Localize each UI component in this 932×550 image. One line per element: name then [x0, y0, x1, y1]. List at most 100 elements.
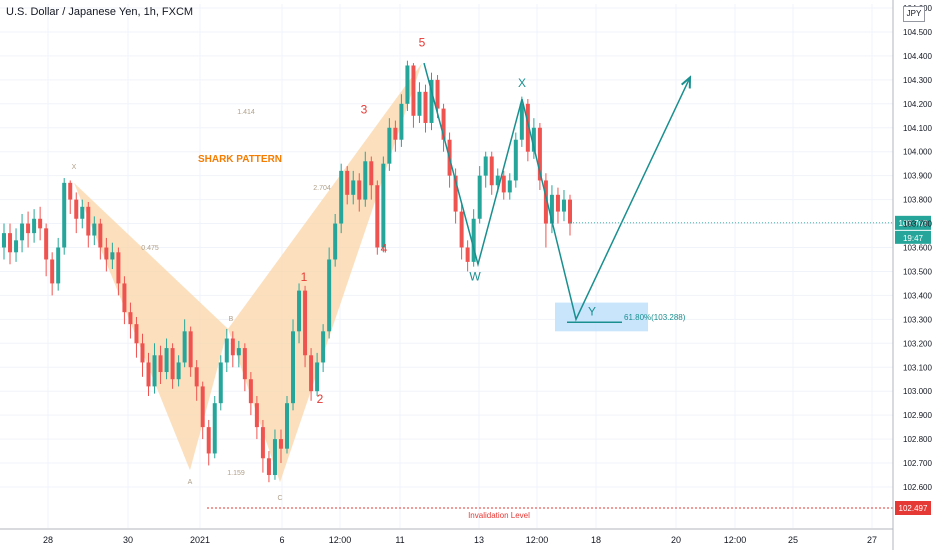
candle-body — [14, 240, 19, 253]
candle-body — [188, 331, 193, 368]
invalidation-price-badge — [895, 501, 931, 515]
candle-body — [537, 127, 542, 181]
x-tick-label: 13 — [474, 535, 484, 545]
candle-body — [327, 259, 332, 332]
candle-body — [50, 259, 55, 284]
candle-body — [266, 458, 271, 476]
x-tick-label: 30 — [123, 535, 133, 545]
y-tick-label: 103.800 — [903, 196, 932, 205]
x-tick-label: 12:00 — [329, 535, 352, 545]
candle-body — [309, 355, 314, 392]
candle-body — [86, 206, 91, 236]
candle-body — [549, 194, 554, 224]
y-tick-label: 103.600 — [903, 244, 932, 253]
pattern-ratio-label: 0.475 — [141, 245, 159, 252]
candle-body — [158, 355, 163, 373]
candle-body — [98, 223, 103, 248]
y-tick-label: 102.700 — [903, 459, 932, 468]
candle-body — [230, 338, 235, 356]
y-tick-label: 103.200 — [903, 339, 932, 348]
candle-body — [561, 199, 566, 212]
y-tick-label: 103.100 — [903, 363, 932, 372]
candle-body — [44, 228, 49, 260]
wave-label-5: 5 — [419, 35, 426, 49]
candle-body — [26, 223, 31, 234]
candle-body — [128, 312, 133, 325]
candle-body — [568, 199, 572, 224]
y-tick-label: 103.000 — [903, 387, 932, 396]
candle-body — [254, 403, 259, 428]
candle-body — [387, 127, 392, 164]
candle-body — [176, 362, 181, 380]
candle-body — [513, 139, 518, 181]
candle-body — [495, 175, 500, 186]
candle-body — [435, 79, 440, 109]
candle-body — [369, 161, 374, 186]
fib-level-label: 61.80%(103.288) — [624, 313, 686, 322]
projection-label-X: X — [518, 76, 526, 90]
candle-body — [146, 362, 151, 387]
y-tick-label: 103.700 — [903, 220, 932, 229]
candle-body — [74, 199, 79, 219]
invalidation-price-text: 102.497 — [899, 504, 928, 513]
candle-body — [393, 127, 398, 140]
x-tick-label: 27 — [867, 535, 877, 545]
candle-body — [140, 343, 145, 363]
symbol-title: U.S. Dollar / Japanese Yen, 1h, FXCM — [6, 6, 194, 18]
candle-body — [519, 103, 524, 140]
candle-body — [32, 218, 37, 234]
candle-body — [8, 233, 13, 253]
countdown-badge — [895, 230, 931, 244]
candle-body — [411, 65, 416, 116]
candle-body — [224, 338, 229, 363]
candle-body — [218, 362, 223, 404]
candle-body — [471, 218, 476, 262]
projection-path — [423, 62, 691, 322]
projection-label-Y: Y — [588, 304, 596, 318]
candle-body — [272, 439, 277, 476]
candle-body — [339, 170, 344, 224]
y-tick-label: 104.300 — [903, 76, 932, 85]
invalidation-label: Invalidation Level — [468, 511, 530, 520]
candle-body — [285, 403, 289, 449]
candle-body — [170, 348, 175, 380]
candle-body — [525, 103, 530, 152]
candle-body — [501, 175, 506, 193]
candle-body — [278, 439, 283, 449]
candle-body — [357, 180, 362, 200]
y-tick-label: 104.000 — [903, 148, 932, 157]
candle-body — [477, 175, 482, 219]
candle-body — [417, 91, 422, 116]
candle-body — [242, 348, 247, 380]
candle-body — [315, 362, 320, 392]
wave-label-4: 4 — [381, 241, 388, 255]
pattern-point-label: B — [229, 316, 234, 323]
candle-body — [459, 211, 464, 248]
candle-body — [465, 247, 470, 262]
y-tick-label: 103.300 — [903, 315, 932, 324]
pattern-point-label: A — [188, 479, 193, 486]
y-tick-label: 104.200 — [903, 100, 932, 109]
x-tick-label: 6 — [279, 535, 284, 545]
candle-body — [531, 127, 536, 152]
projection-label-W: W — [469, 269, 481, 283]
candle-body — [423, 91, 428, 123]
x-tick-label: 11 — [395, 535, 404, 545]
candle-body — [122, 283, 127, 313]
candle-body — [441, 108, 446, 140]
candle-body — [92, 223, 97, 236]
currency-badge[interactable]: JPY — [903, 6, 925, 22]
projection-arrowhead — [681, 75, 692, 89]
candle-body — [236, 348, 241, 356]
candle-body — [134, 324, 139, 344]
candle-body — [555, 194, 560, 212]
candle-body — [152, 355, 157, 387]
candle-body — [489, 156, 494, 186]
last-price-text: 103.703 — [899, 219, 928, 228]
candle-body — [381, 163, 386, 248]
y-tick-label: 102.600 — [903, 483, 932, 492]
candle-body — [333, 223, 338, 260]
y-tick-label: 104.500 — [903, 28, 932, 37]
pattern-ratio-label: 2.704 — [313, 185, 331, 192]
